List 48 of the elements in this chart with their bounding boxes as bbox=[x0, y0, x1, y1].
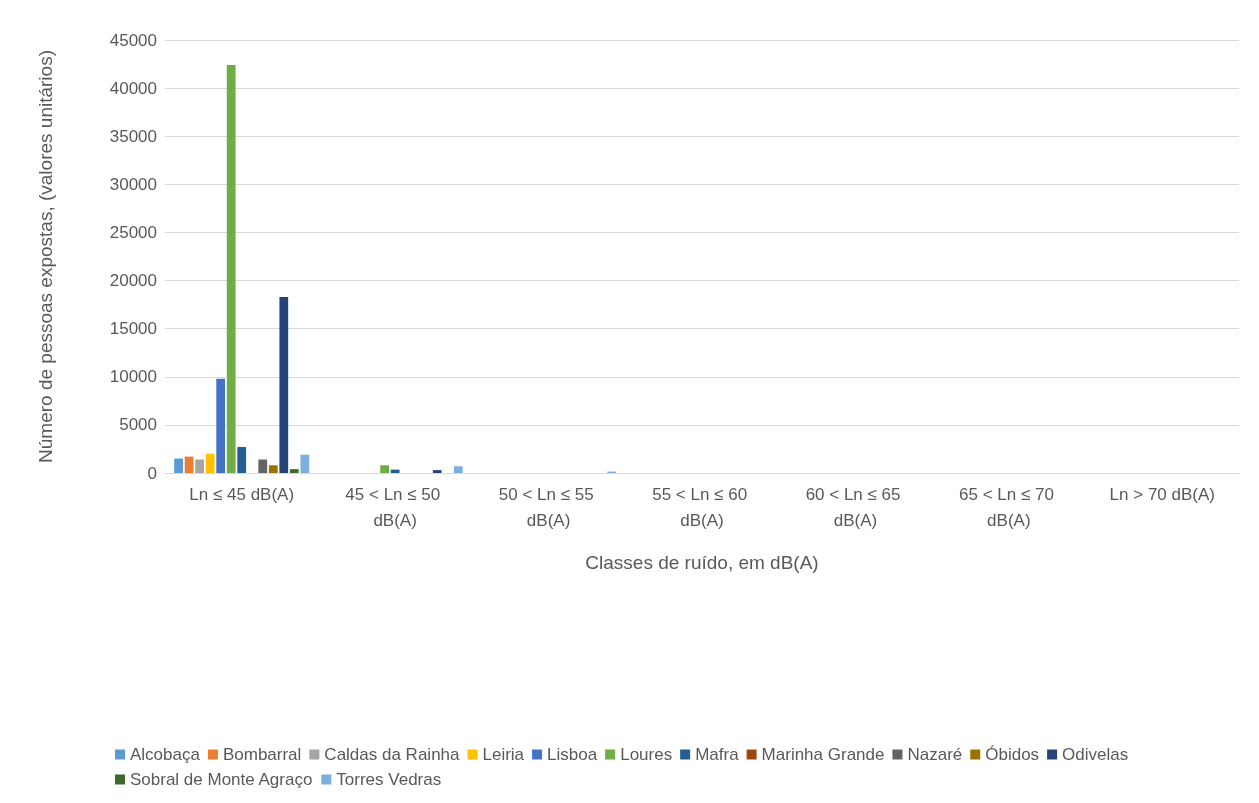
legend-label: Odivelas bbox=[1062, 745, 1129, 764]
bar bbox=[453, 466, 463, 473]
x-tick-label: 45 < Ln ≤ 50 dB(A) bbox=[345, 484, 445, 530]
x-axis-title: Classes de ruído, em dB(A) bbox=[585, 552, 819, 573]
x-tick-label: 60 < Ln ≤ 65 dB(A) bbox=[805, 484, 906, 530]
x-tick-label: 55 < Ln ≤ 60 dB(A) bbox=[652, 484, 752, 530]
y-tick-label: 25000 bbox=[109, 222, 157, 242]
bar bbox=[432, 470, 442, 473]
bar bbox=[184, 456, 194, 473]
bar bbox=[195, 459, 205, 473]
legend-label: Lisboa bbox=[547, 745, 598, 764]
bar bbox=[205, 453, 215, 473]
x-tick-label: 65 < Ln ≤ 70 dB(A) bbox=[959, 484, 1059, 530]
y-tick-label: 35000 bbox=[109, 126, 157, 146]
y-tick-label: 10000 bbox=[109, 367, 157, 387]
legend-label: Loures bbox=[620, 745, 673, 764]
bar bbox=[174, 458, 183, 473]
y-tick-label: 20000 bbox=[109, 271, 157, 291]
y-tick-label: 30000 bbox=[109, 174, 157, 194]
bar bbox=[226, 65, 236, 473]
y-tick-label: 45000 bbox=[109, 30, 157, 50]
legend-label: Bombarral bbox=[222, 745, 302, 764]
bar bbox=[258, 459, 268, 473]
y-axis-title: Número de pessoas expostas, (valores unitários) bbox=[35, 50, 56, 463]
bar bbox=[279, 296, 289, 473]
y-tick-label: 40000 bbox=[109, 78, 157, 98]
bar bbox=[300, 454, 310, 473]
bar bbox=[289, 469, 299, 473]
bar bbox=[268, 465, 278, 473]
legend-label: Caldas da Rainha bbox=[324, 745, 461, 764]
legend-label: Torres Vedras bbox=[336, 770, 442, 789]
legend-label: Óbidos bbox=[985, 745, 1040, 764]
x-tick-label: Ln ≤ 45 dB(A) bbox=[189, 484, 295, 504]
legend-label: Mafra bbox=[695, 745, 740, 764]
legend-label: Sobral de Monte Agraço bbox=[130, 770, 313, 789]
x-tick-label: Ln > 70 dB(A) bbox=[1109, 484, 1215, 504]
bar bbox=[216, 378, 226, 473]
bar bbox=[390, 469, 400, 473]
legend-label: Nazaré bbox=[907, 745, 963, 764]
y-tick-label: 0 bbox=[147, 463, 157, 483]
y-tick-label: 5000 bbox=[119, 415, 157, 435]
y-tick-label: 15000 bbox=[109, 319, 157, 339]
bar bbox=[380, 465, 390, 473]
bar bbox=[237, 447, 247, 473]
x-tick-label: 50 < Ln ≤ 55 dB(A) bbox=[498, 484, 599, 530]
legend-label: Leiria bbox=[482, 745, 525, 764]
legend-label: Marinha Grande bbox=[761, 745, 885, 764]
legend-label: Alcobaça bbox=[130, 745, 201, 764]
